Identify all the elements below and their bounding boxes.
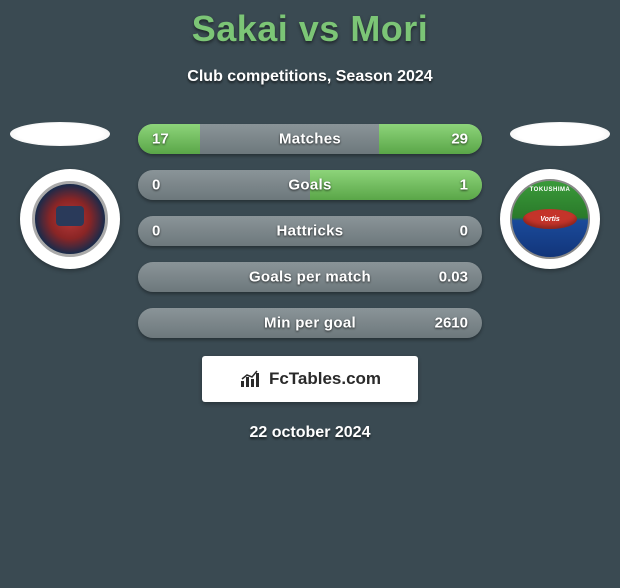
- stat-label: Matches: [138, 131, 482, 148]
- stat-label: Hattricks: [138, 223, 482, 240]
- stat-row: Goals per match0.03: [138, 262, 482, 292]
- team-logo-right: TOKUSHIMA Vortis: [500, 169, 600, 269]
- stat-label: Goals: [138, 177, 482, 194]
- brand-label: FcTables.com: [269, 369, 381, 389]
- stat-value-right: 0: [460, 223, 468, 240]
- date-line: 22 october 2024: [0, 424, 620, 442]
- subtitle: Club competitions, Season 2024: [0, 68, 620, 86]
- brand-box[interactable]: FcTables.com: [202, 356, 418, 402]
- team-logo-left-inner: [32, 181, 108, 257]
- stat-value-right: 1: [460, 177, 468, 194]
- stat-label: Min per goal: [138, 315, 482, 332]
- stats-area: TOKUSHIMA Vortis 17Matches290Goals10Hatt…: [0, 124, 620, 338]
- page-title: Sakai vs Mori: [0, 8, 620, 50]
- stat-value-right: 29: [451, 131, 468, 148]
- player-photo-left: [10, 122, 110, 146]
- stat-row: Min per goal2610: [138, 308, 482, 338]
- stat-label: Goals per match: [138, 269, 482, 286]
- team-logo-right-inner: TOKUSHIMA Vortis: [510, 179, 590, 259]
- brand-chart-icon: [239, 369, 263, 389]
- team-right-name-mid: Vortis: [540, 216, 560, 223]
- team-right-name-top: TOKUSHIMA: [530, 187, 571, 193]
- stat-value-right: 0.03: [439, 269, 468, 286]
- team-logo-left: [20, 169, 120, 269]
- stat-row: 17Matches29: [138, 124, 482, 154]
- stat-row: 0Goals1: [138, 170, 482, 200]
- stat-value-right: 2610: [435, 315, 468, 332]
- stat-row: 0Hattricks0: [138, 216, 482, 246]
- player-photo-right: [510, 122, 610, 146]
